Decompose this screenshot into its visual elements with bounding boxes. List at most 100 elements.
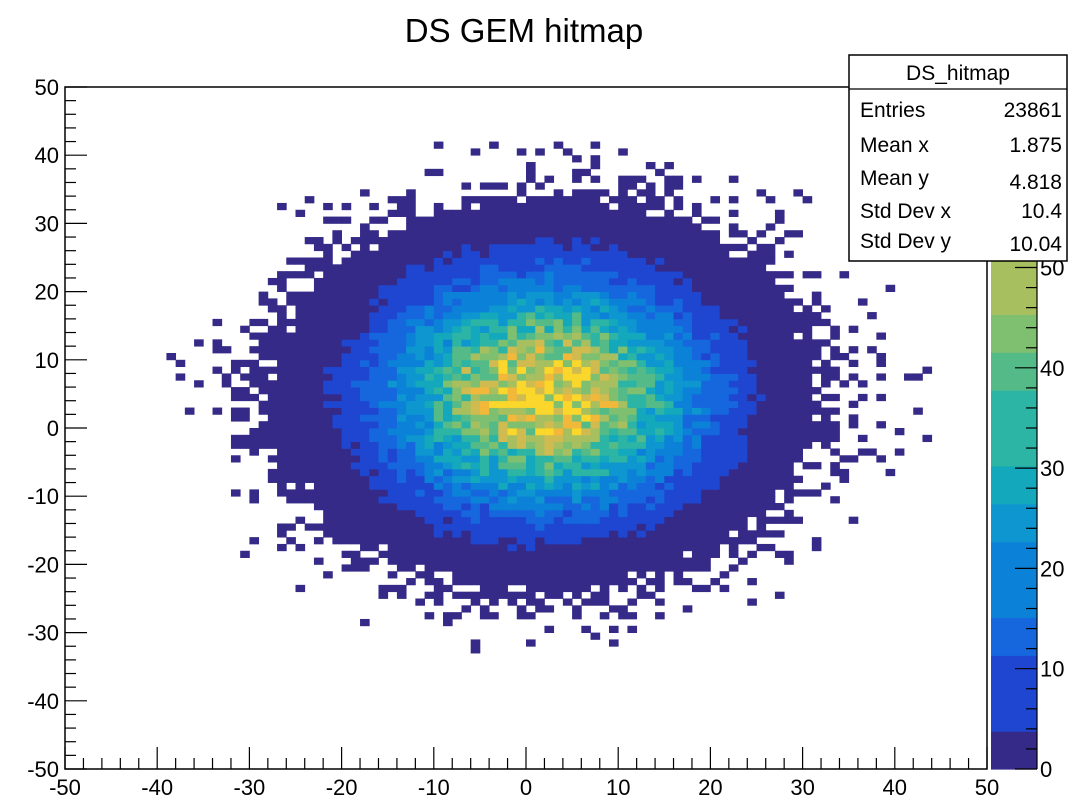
heatmap-cell: [572, 216, 582, 224]
heatmap-cell: [396, 332, 407, 340]
x-tick-label: -40: [141, 775, 173, 800]
heatmap-cell: [470, 516, 481, 524]
heatmap-cell: [572, 250, 582, 258]
heatmap-cell: [378, 346, 389, 354]
heatmap-cell: [710, 387, 721, 395]
heatmap-cell: [378, 332, 389, 340]
heatmap-cell: [230, 489, 241, 497]
heatmap-cell: [747, 503, 757, 511]
heatmap-cell: [332, 537, 342, 545]
heatmap-cell: [443, 441, 453, 449]
heatmap-cell: [323, 202, 333, 211]
heatmap-cell: [396, 237, 407, 245]
heatmap-cell: [313, 400, 324, 408]
heatmap-cell: [673, 230, 684, 238]
heatmap-cell: [691, 339, 702, 347]
heatmap-cell: [415, 387, 425, 395]
heatmap-cell: [369, 202, 379, 211]
heatmap-cell: [498, 250, 508, 258]
heatmap-cell: [387, 373, 398, 381]
heatmap-cell: [286, 298, 296, 306]
heatmap-cell: [378, 400, 389, 408]
heatmap-cell: [396, 291, 407, 299]
heatmap-cell: [581, 359, 591, 368]
heatmap-cell: [756, 339, 767, 347]
heatmap-cell: [664, 298, 674, 306]
heatmap-cell: [304, 523, 315, 531]
palette-swatch: [991, 731, 1037, 770]
heatmap-cell: [415, 393, 425, 402]
heatmap-cell: [618, 148, 628, 156]
heatmap-cell: [756, 264, 767, 272]
heatmap-cell: [240, 359, 250, 368]
heatmap-cell: [645, 591, 656, 599]
heatmap-cell: [627, 305, 638, 313]
heatmap-cell: [323, 448, 333, 456]
heatmap-cell: [682, 312, 693, 320]
heatmap-cell: [774, 475, 785, 483]
heatmap-cell: [756, 530, 767, 538]
heatmap-cell: [489, 298, 499, 306]
heatmap-cell: [535, 530, 545, 538]
heatmap-cell: [221, 380, 232, 388]
heatmap-cell: [728, 332, 739, 340]
heatmap-cell: [332, 380, 342, 388]
heatmap-cell: [572, 352, 582, 361]
heatmap-cell: [526, 339, 536, 347]
heatmap-cell: [590, 271, 601, 279]
heatmap-cell: [710, 400, 721, 408]
heatmap-cell: [369, 503, 379, 511]
heatmap-cell: [360, 366, 370, 374]
heatmap-cell: [295, 305, 306, 313]
heatmap-cell: [304, 434, 315, 443]
heatmap-cell: [581, 339, 591, 347]
heatmap-cell: [636, 428, 647, 436]
heatmap-cell: [240, 387, 250, 395]
heatmap-cell: [627, 237, 638, 245]
heatmap-cell: [350, 366, 361, 374]
heatmap-cell: [756, 407, 767, 415]
heatmap-cell: [793, 298, 803, 306]
heatmap-cell: [765, 380, 776, 388]
heatmap-cell: [784, 455, 794, 463]
heatmap-cell: [544, 312, 555, 320]
heatmap-cell: [784, 434, 794, 443]
heatmap-cell: [710, 441, 721, 449]
heatmap-cell: [645, 475, 656, 483]
heatmap-cell: [756, 312, 767, 320]
heatmap-cell: [406, 475, 416, 483]
heatmap-cell: [267, 434, 278, 443]
heatmap-cell: [655, 257, 665, 265]
heatmap-cell: [728, 421, 739, 429]
heatmap-cell: [572, 448, 582, 456]
heatmap-cell: [719, 482, 730, 490]
heatmap-cell: [544, 400, 555, 408]
heatmap-cell: [774, 366, 785, 374]
heatmap-cell: [507, 407, 518, 415]
heatmap-cell: [655, 284, 665, 292]
heatmap-cell: [747, 387, 757, 395]
heatmap-cell: [323, 305, 333, 313]
heatmap-cell: [479, 489, 490, 497]
heatmap-cell: [406, 462, 416, 470]
heatmap-cell: [286, 496, 296, 504]
heatmap-cell: [553, 271, 564, 279]
heatmap-cell: [433, 298, 444, 306]
heatmap-cell: [710, 509, 721, 518]
heatmap-cell: [378, 428, 389, 436]
heatmap-cell: [526, 305, 536, 313]
heatmap-cell: [608, 516, 619, 524]
heatmap-cell: [765, 223, 776, 231]
heatmap-cell: [857, 448, 868, 456]
heatmap-cell: [424, 230, 435, 238]
heatmap-cell: [793, 380, 803, 388]
heatmap-cell: [313, 537, 324, 545]
heatmap-cell: [710, 250, 721, 258]
heatmap-cell: [526, 441, 536, 449]
heatmap-cell: [581, 482, 591, 490]
heatmap-cell: [304, 496, 315, 504]
heatmap-cell: [673, 305, 684, 313]
heatmap-cell: [498, 196, 508, 204]
heatmap-cell: [719, 339, 730, 347]
heatmap-cell: [655, 277, 665, 286]
